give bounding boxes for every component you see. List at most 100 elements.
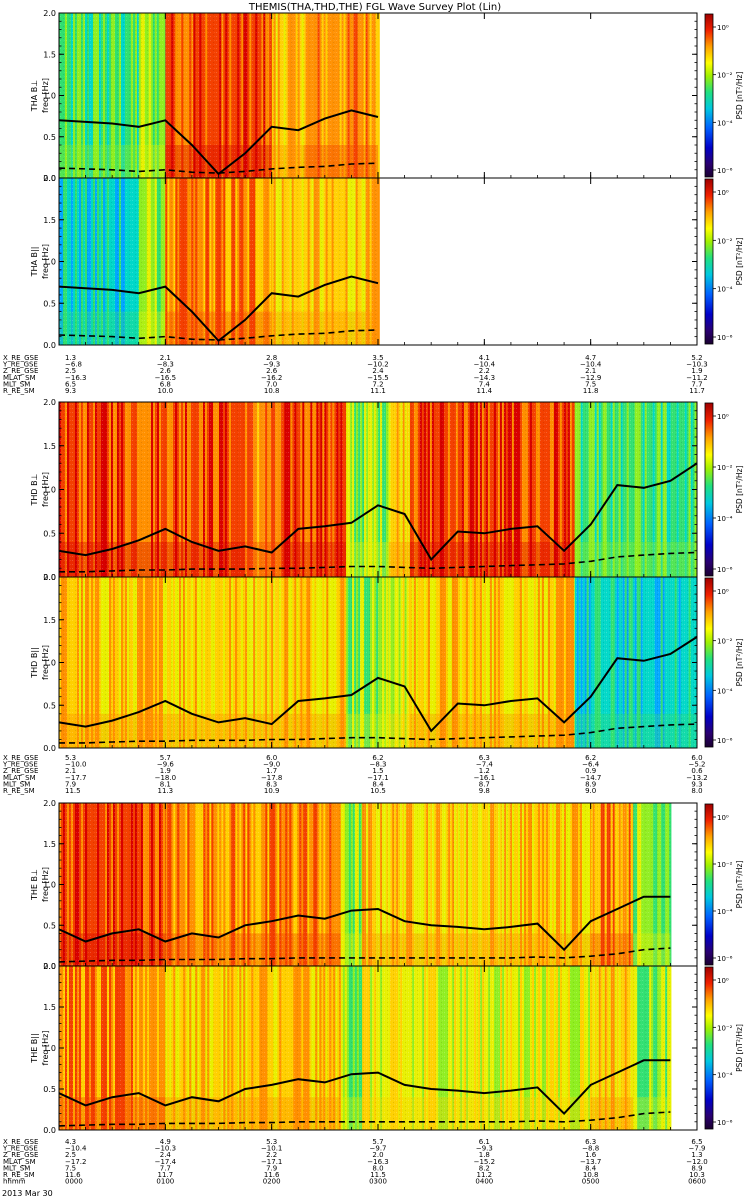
ephemeris-value: −16.1 xyxy=(474,774,495,782)
ephemeris-value: 1.2 xyxy=(479,767,490,775)
solid-frequency-line xyxy=(59,109,379,176)
ephemeris-value: 2.8 xyxy=(266,354,277,362)
ephemeris-value: 2.1 xyxy=(160,354,171,362)
ephemeris-value: −9.7 xyxy=(370,1145,387,1153)
ephemeris-value: −17.1 xyxy=(367,774,388,782)
solid-frequency-line xyxy=(59,462,697,562)
ephemeris-value: 7.4 xyxy=(479,380,491,388)
ephemeris-value: 2.0 xyxy=(372,1151,383,1159)
ephemeris-value: 6.3 xyxy=(585,1138,596,1146)
colorbar-tick-label: 10⁻⁴ xyxy=(717,119,733,127)
y-tick-label: 0.5 xyxy=(43,299,56,308)
ephemeris-value: 5.2 xyxy=(691,354,702,362)
ephemeris-value: −12.9 xyxy=(580,374,601,382)
dashed-frequency-line xyxy=(59,329,379,341)
ephemeris-value: 4.1 xyxy=(479,354,490,362)
ephemeris-value: 1.9 xyxy=(160,767,171,775)
ephemeris-value: 6.3 xyxy=(479,754,490,762)
y-axis-label: freq [Hz] xyxy=(41,244,50,279)
ephemeris-value: 2.6 xyxy=(160,367,172,375)
y-tick-label: 0.5 xyxy=(43,921,56,930)
ephemeris-value: 4.3 xyxy=(65,1138,76,1146)
solid-frequency-line xyxy=(59,1059,671,1116)
date-label: 2013 Mar 30 xyxy=(2,1189,53,1198)
y-tick-label: 1.0 xyxy=(43,486,56,495)
y-tick-label: 1.0 xyxy=(43,659,56,668)
ephemeris-value: 7.5 xyxy=(65,1164,76,1172)
ephemeris-value: 8.3 xyxy=(266,780,277,788)
ephemeris-value: 11.8 xyxy=(583,387,599,395)
ephemeris-value: 10.9 xyxy=(264,787,280,795)
ephemeris-value: 2.4 xyxy=(160,1151,172,1159)
ephemeris-value: 2.2 xyxy=(479,367,490,375)
colorbar-tick-label: 10⁻² xyxy=(717,464,733,472)
y-tick-label: 1.5 xyxy=(43,1003,56,1012)
ephemeris-value: 11.5 xyxy=(65,787,81,795)
ephemeris-value: −10.4 xyxy=(474,361,496,369)
y-tick-label: 2.0 xyxy=(43,398,56,407)
y-tick-label: 0.0 xyxy=(43,174,56,183)
figure-title: THEMIS(THA,THD,THE) FGL Wave Survey Plot… xyxy=(248,2,501,13)
ephemeris-value: 10.8 xyxy=(583,1171,599,1179)
colorbar xyxy=(704,402,714,577)
ephemeris-value: −16.3 xyxy=(367,1158,388,1166)
ephemeris-value: −10.3 xyxy=(686,361,707,369)
y-tick-label: 0.5 xyxy=(43,1085,56,1094)
ephemeris-value: −8.3 xyxy=(157,361,174,369)
ephemeris-value: −9.3 xyxy=(476,1145,493,1153)
y-tick-label: 2.0 xyxy=(43,9,56,18)
colorbar-tick-label: 10⁻⁶ xyxy=(717,167,733,175)
ephemeris-value: 2.5 xyxy=(65,1151,76,1159)
y-tick-label: 2.0 xyxy=(43,962,56,971)
y-axis-probe-label: THE B|| xyxy=(30,1033,39,1063)
ephemeris-value: 7.2 xyxy=(372,380,383,388)
ephemeris-value: −10.2 xyxy=(367,361,388,369)
colorbar-tick-label: 10⁻² xyxy=(717,861,733,869)
ephemeris-value: 0000 xyxy=(65,1178,83,1186)
colorbar xyxy=(704,13,714,178)
ephemeris-value: 9.3 xyxy=(691,780,702,788)
ephemeris-value: 1.6 xyxy=(585,1151,597,1159)
ephemeris-value: −8.8 xyxy=(582,1145,599,1153)
ephemeris-value: −5.2 xyxy=(689,761,706,769)
colorbar-tick-label: 10⁻⁶ xyxy=(717,566,733,574)
ephemeris-value: 11.6 xyxy=(264,1171,280,1179)
ephemeris-value: 0400 xyxy=(475,1178,493,1186)
ephemeris-value: 6.0 xyxy=(691,754,702,762)
ephemeris-row-label: MLT_SM xyxy=(3,780,30,788)
y-axis-label: freq [Hz] xyxy=(41,1031,50,1066)
ephemeris-value: 10.3 xyxy=(689,1171,705,1179)
ephemeris-value: 11.2 xyxy=(477,1171,493,1179)
ephemeris-value: −7.4 xyxy=(476,761,494,769)
ephemeris-value: −10.4 xyxy=(580,361,602,369)
ephemeris-value: 2.4 xyxy=(372,367,384,375)
colorbar-tick-label: 10⁰ xyxy=(717,24,729,32)
ephemeris-value: 0500 xyxy=(582,1178,600,1186)
y-axis-probe-label: THA B|| xyxy=(30,247,39,278)
colorbar-tick-label: 10⁻⁶ xyxy=(717,334,733,342)
ephemeris-value: 1.8 xyxy=(479,1151,490,1159)
colorbar-label: PSD [nT²/Hz] xyxy=(735,1024,744,1072)
panel-thd-b-: 0.0 0.5 1.0 1.5 2.0 THD B|| freq [Hz] 10⁰ 10⁻² 10… xyxy=(30,573,744,753)
y-tick-label: 1.0 xyxy=(43,881,56,890)
ephemeris-value: 6.8 xyxy=(160,380,171,388)
ephemeris-row-label: Y_RE_GSE xyxy=(2,1145,38,1153)
dashed-frequency-line xyxy=(59,551,697,573)
ephemeris-value: 2.5 xyxy=(65,367,76,375)
ephemeris-value: −8.3 xyxy=(370,761,387,769)
y-tick-label: 0.5 xyxy=(43,133,56,142)
y-tick-label: 0.5 xyxy=(43,529,56,538)
colorbar-tick-label: 10⁻⁶ xyxy=(717,955,733,963)
y-tick-label: 0.0 xyxy=(43,744,56,753)
ephemeris-value: −16.2 xyxy=(261,374,282,382)
ephemeris-value: 0100 xyxy=(156,1178,174,1186)
ephemeris-value: −14.7 xyxy=(580,774,601,782)
colorbar-tick-label: 10⁻⁴ xyxy=(717,286,733,294)
ephemeris-row-label: X_RE_GSE xyxy=(3,754,38,762)
ephemeris-value: 9.3 xyxy=(65,387,76,395)
ephemeris-thd: X_RE_GSE 5.3 5.7 6.0 6.2 6.3 6.2 6.0 Y_RE_GSE −10… xyxy=(2,754,708,795)
ephemeris-row-label: MLT_SM xyxy=(3,380,30,388)
colorbar-tick-label: 10⁻⁴ xyxy=(717,908,733,916)
ephemeris-value: 10.5 xyxy=(370,787,386,795)
ephemeris-value: 5.3 xyxy=(266,1138,277,1146)
